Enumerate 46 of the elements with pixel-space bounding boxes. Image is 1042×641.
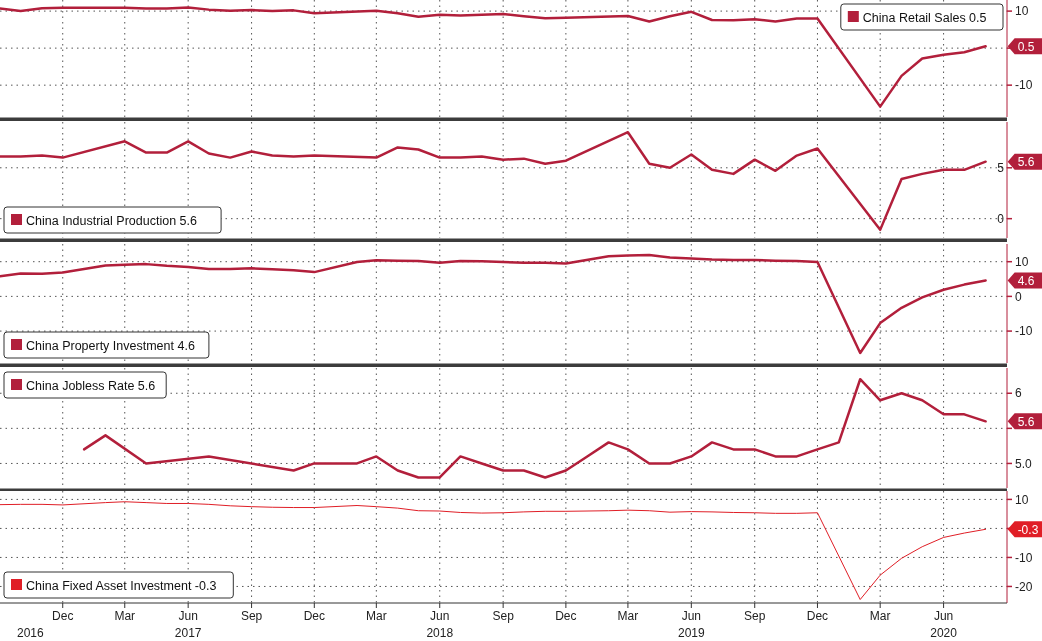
line-series — [0, 130, 987, 232]
x-tick-label: Sep — [240, 609, 263, 623]
y-tick-label: 10 — [1015, 492, 1029, 507]
y-tick-label: 10 — [1015, 254, 1029, 269]
y-tick-label: 10 — [1015, 4, 1029, 19]
x-tick-label: Dec — [555, 609, 577, 623]
x2-tick-label: 2017 — [174, 626, 202, 640]
y-tick-label: -10 — [1015, 550, 1033, 565]
annotation: 4.6 — [1017, 273, 1035, 288]
annotation: 5.6 — [1017, 155, 1035, 169]
x-tick-label: Sep — [492, 609, 515, 623]
y-tick-label: -10 — [1015, 324, 1033, 339]
x2-tick-label: 2019 — [677, 626, 705, 640]
x2-tick-label: 2016 — [16, 626, 44, 640]
y-tick-label: 0 — [997, 211, 1005, 226]
line-series — [0, 501, 987, 601]
x-tick-label: Mar — [366, 609, 387, 623]
y-tick-label: -20 — [1015, 579, 1033, 594]
annotation: 0.5 — [1017, 39, 1035, 54]
x-tick-label: Dec — [806, 609, 829, 623]
line-series — [0, 6, 987, 108]
legend-label: China Property Investment 4.6 — [26, 338, 195, 353]
line-series — [0, 253, 987, 355]
y-tick-label: 6 — [1015, 386, 1022, 401]
x-tick-label: Sep — [744, 609, 766, 623]
x-tick-label: Mar — [114, 609, 136, 623]
y-tick-label: -10 — [1015, 78, 1033, 93]
y-tick-label: 0 — [1015, 289, 1022, 304]
legend-label: China Jobless Rate 5.6 — [26, 378, 156, 393]
annotation: -0.3 — [1017, 522, 1039, 537]
y-tick-label: 5.0 — [1015, 456, 1033, 471]
x-tick-label: Dec — [52, 609, 74, 623]
x-tick-label: Dec — [303, 609, 325, 623]
y-tick-label: 5 — [997, 160, 1005, 175]
x-tick-label: Jun — [430, 609, 450, 623]
x-tick-label: Jun — [681, 609, 701, 623]
legend-label: China Industrial Production 5.6 — [26, 213, 197, 228]
x2-tick-label: 2020 — [930, 626, 958, 640]
legend-label: China Retail Sales 0.5 — [862, 10, 987, 25]
annotation: 5.6 — [1017, 414, 1035, 429]
x-tick-label: Mar — [869, 609, 891, 623]
legend-label: China Fixed Asset Investment -0.3 — [26, 578, 217, 593]
x-tick-label: Jun — [178, 609, 198, 623]
x2-tick-label: 2018 — [426, 626, 454, 640]
x-tick-label: Jun — [933, 609, 954, 623]
x-tick-label: Mar — [617, 609, 639, 623]
